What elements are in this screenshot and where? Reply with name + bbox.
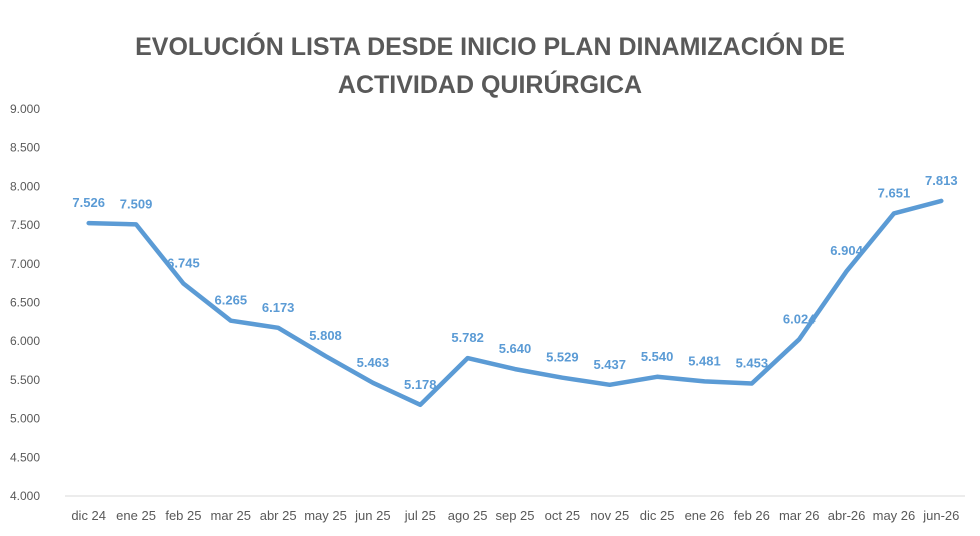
y-tick-label: 7.000: [10, 257, 40, 271]
data-label: 5.437: [593, 357, 626, 372]
data-label: 5.529: [546, 350, 579, 365]
y-tick-label: 4.000: [10, 489, 40, 503]
y-tick-label: 7.500: [10, 218, 40, 232]
x-tick-label: jun 25: [354, 508, 390, 523]
data-label: 5.808: [309, 328, 342, 343]
data-label: 7.813: [925, 173, 958, 188]
x-tick-label: jul 25: [404, 508, 436, 523]
data-label: 5.463: [357, 355, 390, 370]
y-tick-label: 5.500: [10, 373, 40, 387]
data-label: 6.024: [783, 311, 816, 326]
chart-title: EVOLUCIÓN LISTA DESDE INICIO PLAN DINAMI…: [0, 28, 980, 104]
data-label: 5.481: [688, 353, 721, 368]
x-tick-label: mar 25: [211, 508, 251, 523]
data-label: 5.178: [404, 377, 437, 392]
y-tick-label: 8.500: [10, 141, 40, 155]
x-tick-label: dic 25: [640, 508, 675, 523]
x-tick-label: oct 25: [545, 508, 580, 523]
y-tick-label: 5.000: [10, 412, 40, 426]
x-tick-label: ene 25: [116, 508, 156, 523]
x-tick-label: mar 26: [779, 508, 819, 523]
y-tick-label: 6.500: [10, 296, 40, 310]
data-label: 7.509: [120, 196, 153, 211]
data-label: 6.904: [830, 243, 863, 258]
y-tick-label: 9.000: [10, 102, 40, 116]
data-label: 7.651: [878, 185, 911, 200]
x-tick-label: dic 24: [71, 508, 106, 523]
x-tick-label: abr 25: [260, 508, 297, 523]
x-tick-label: sep 25: [495, 508, 534, 523]
y-axis: 4.000 4.500 5.000 5.500 6.000 6.500 7.000 7.500…: [10, 102, 40, 503]
x-tick-label: feb 25: [165, 508, 201, 523]
x-tick-label: may 26: [873, 508, 916, 523]
x-tick-label: nov 25: [590, 508, 629, 523]
y-tick-label: 6.000: [10, 334, 40, 348]
y-tick-label: 8.000: [10, 179, 40, 193]
x-tick-label: ene 26: [685, 508, 725, 523]
x-axis: dic 24 ene 25 feb 25 mar 25 abr 25 may 25 jun …: [71, 508, 959, 523]
data-label: 5.640: [499, 341, 532, 356]
x-tick-label: abr-26: [828, 508, 866, 523]
data-label: 6.173: [262, 300, 295, 315]
data-label: 5.782: [451, 330, 484, 345]
series-line: [86, 198, 944, 408]
chart-title-line-2: ACTIVIDAD QUIRÚRGICA: [337, 71, 643, 99]
chart-title-line-1: EVOLUCIÓN LISTA DESDE INICIO PLAN DINAMI…: [135, 33, 845, 61]
y-tick-label: 4.500: [10, 450, 40, 464]
x-tick-label: may 25: [304, 508, 347, 523]
data-label: 6.265: [215, 293, 248, 308]
x-tick-label: ago 25: [448, 508, 488, 523]
x-tick-label: feb 26: [734, 508, 770, 523]
data-label: 5.453: [736, 356, 769, 371]
data-label: 7.526: [72, 195, 105, 210]
data-label: 5.540: [641, 349, 674, 364]
x-tick-label: jun-26: [922, 508, 959, 523]
data-labels: 7.526 7.509 6.745 6.265 6.173 5.808 5.463 5.178…: [72, 173, 957, 392]
data-label: 6.745: [167, 256, 200, 271]
